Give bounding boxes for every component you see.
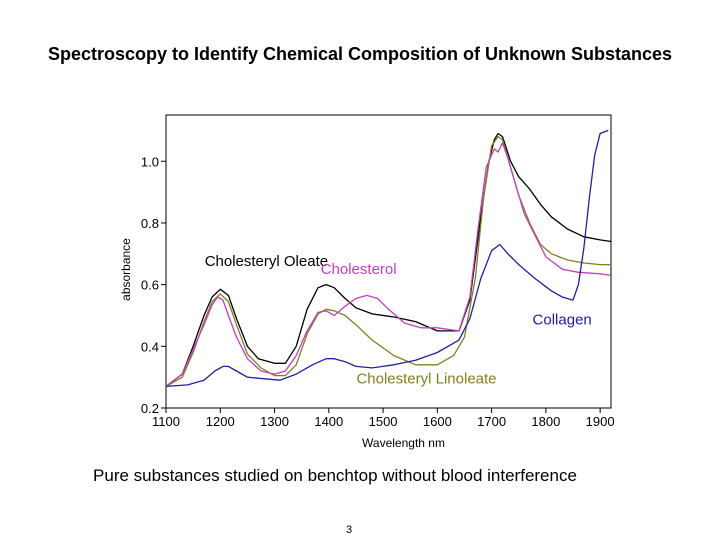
x-tick-label: 1500 — [369, 414, 398, 429]
x-tick-label: 1100 — [152, 414, 180, 429]
y-axis-title: absorbance — [119, 238, 133, 301]
annotation-cholesteryl-linoleate: Cholesteryl Linoleate — [356, 370, 496, 387]
series-line-collagen — [165, 129, 609, 388]
slide-title: Spectroscopy to Identify Chemical Compos… — [47, 44, 673, 64]
x-tick-label: 1300 — [260, 414, 289, 429]
annotation-cholesterol: Cholesterol — [321, 261, 397, 278]
x-tick-label: 1600 — [423, 414, 452, 429]
x-tick-label: 1700 — [477, 414, 506, 429]
x-axis-title: Wavelength nm — [362, 436, 445, 450]
annotation-collagen: Collagen — [533, 312, 592, 329]
annotation-cholesteryl-oleate: Cholesteryl Oleate — [205, 253, 328, 270]
slide-caption: Pure substances studied on benchtop with… — [93, 466, 577, 485]
y-axis: 0.2 0.4 0.6 0.8 1.0 — [141, 154, 166, 416]
y-tick-label: 1.0 — [141, 154, 159, 169]
plot-frame — [165, 114, 612, 409]
x-tick-label: 1400 — [314, 414, 343, 429]
y-tick-label: 0.4 — [141, 339, 159, 354]
x-tick-label: 1200 — [206, 414, 235, 429]
x-tick-label: 1900 — [586, 414, 615, 429]
y-tick-label: 0.2 — [141, 401, 159, 416]
x-axis: 1100 1200 1300 1400 1500 1600 1700 1800 1900 — [152, 408, 615, 429]
series-layer — [165, 129, 612, 388]
series-line-cholesteryl-oleate — [165, 132, 612, 387]
plot-border — [165, 114, 612, 409]
x-tick-label: 1800 — [531, 414, 560, 429]
page-number: 3 — [346, 524, 353, 536]
series-line-cholesteryl-linoleate — [165, 135, 611, 387]
series-line-cholesterol — [165, 142, 612, 387]
y-tick-label: 0.6 — [141, 278, 159, 293]
y-tick-label: 0.8 — [141, 216, 159, 231]
